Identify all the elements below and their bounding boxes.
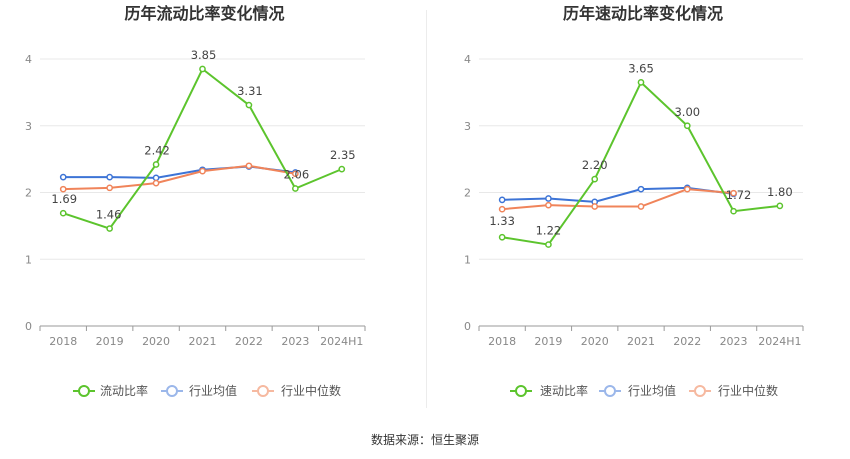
data-label: 2.20 (582, 158, 608, 172)
data-point (338, 165, 346, 173)
x-tick-label: 2018 (49, 335, 77, 348)
data-point (498, 196, 506, 204)
y-tick-label: 0 (464, 320, 471, 333)
data-point (545, 195, 552, 202)
x-tick-label: 2024H1 (320, 335, 363, 348)
data-label: 3.65 (628, 61, 654, 75)
legend-marker (604, 385, 616, 397)
y-tick-label: 1 (464, 253, 471, 266)
data-point (498, 205, 506, 213)
y-tick-label: 4 (25, 53, 32, 66)
y-tick-label: 3 (464, 120, 471, 133)
data-point (245, 162, 253, 170)
data-label: 1.46 (96, 208, 122, 222)
series-line-2 (502, 188, 734, 211)
data-label: 1.72 (726, 188, 752, 202)
data-point (245, 101, 253, 109)
data-point (591, 203, 599, 210)
data-label: 3.31 (237, 84, 263, 98)
data-point (106, 184, 113, 192)
series-line-0 (501, 80, 780, 246)
data-label: 1.33 (489, 214, 515, 228)
data-point (199, 65, 206, 73)
x-tick-label: 2022 (235, 335, 263, 348)
data-label: 2.42 (144, 143, 170, 157)
data-point (730, 207, 737, 215)
data-point (292, 170, 299, 178)
data-label: 3.00 (674, 105, 700, 119)
x-tick-label: 2023 (281, 335, 309, 348)
quick-ratio-chart: 历年速动比率变化情况 0 1 2 3 4 2018 2019 2020 2021 2022 2023 2… (464, 4, 804, 398)
data-point (637, 203, 645, 210)
chart-divider (426, 10, 427, 408)
chart-title: 历年速动比率变化情况 (563, 4, 723, 23)
legend-label: 行业均值 (189, 383, 237, 398)
series-line-0 (62, 67, 343, 230)
x-tick-label: 2022 (673, 335, 701, 348)
data-point (59, 209, 67, 217)
data-point (730, 189, 737, 197)
data-label: 1.80 (767, 185, 793, 199)
data-source-note: 数据来源：恒生聚源 (370, 433, 479, 447)
x-tick-label: 2018 (488, 335, 516, 348)
data-label: 2.06 (284, 167, 310, 181)
data-label: 2.35 (330, 148, 356, 162)
data-point (152, 174, 160, 182)
data-point (152, 179, 160, 187)
data-point (152, 161, 160, 168)
legend-label: 行业中位数 (281, 383, 341, 398)
x-tick-label: 2024H1 (758, 335, 801, 348)
data-point (106, 173, 113, 181)
data-point (637, 79, 645, 86)
x-tick-label: 2023 (720, 335, 748, 348)
x-tick-label: 2020 (142, 335, 170, 348)
data-point (59, 173, 67, 181)
data-label: 1.69 (51, 192, 77, 206)
data-point (59, 185, 67, 193)
legend-label: 速动比率 (540, 383, 588, 398)
legend-marker (694, 385, 706, 397)
data-point (683, 122, 691, 130)
data-point (498, 233, 506, 241)
x-tick-label: 2019 (534, 335, 562, 348)
y-tick-label: 0 (25, 320, 32, 333)
data-label: 3.85 (191, 48, 217, 62)
legend-label: 行业均值 (628, 383, 676, 398)
x-tick-label: 2019 (96, 335, 124, 348)
legend-marker (257, 385, 269, 397)
chart-title: 历年流动比率变化情况 (124, 4, 284, 23)
data-point (545, 241, 552, 248)
data-point (199, 167, 206, 175)
x-tick-label: 2021 (627, 335, 655, 348)
data-point (292, 185, 299, 192)
legend-marker (515, 385, 527, 397)
data-point (683, 185, 691, 193)
data-point (106, 225, 113, 232)
legend-label: 流动比率 (100, 383, 148, 398)
data-point (591, 175, 599, 183)
legend-marker (78, 385, 90, 397)
data-point (776, 202, 784, 210)
data-label: 1.22 (536, 224, 562, 238)
data-point (637, 185, 645, 193)
legend-label: 行业中位数 (718, 383, 778, 398)
y-tick-label: 3 (25, 120, 32, 133)
current-ratio-chart: 历年流动比率变化情况 0 1 2 3 4 2018 2019 2020 2021 2022 2023 2… (25, 4, 366, 398)
x-tick-label: 2020 (581, 335, 609, 348)
series-line-2 (63, 164, 296, 191)
y-tick-label: 1 (25, 253, 32, 266)
y-tick-label: 2 (25, 187, 32, 200)
legend-marker (166, 385, 178, 397)
y-tick-label: 2 (464, 187, 471, 200)
data-point (545, 201, 552, 209)
y-tick-label: 4 (464, 53, 471, 66)
x-tick-label: 2021 (189, 335, 217, 348)
